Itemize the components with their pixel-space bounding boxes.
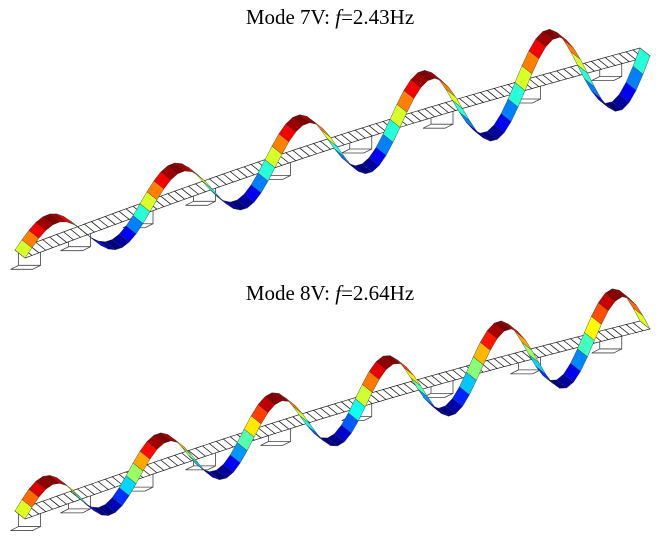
mode-shape-segment xyxy=(507,323,526,340)
mode-shape-segment xyxy=(438,78,456,98)
mode-8v-title: Mode 8V: f=2.64Hz xyxy=(0,281,660,306)
mode-shape-segment xyxy=(556,32,574,49)
mode-shape-segment xyxy=(313,121,331,138)
undeformed-deck xyxy=(14,47,651,259)
frequency-value: =2.43Hz xyxy=(341,5,415,29)
mode-7v-title: Mode 7V: f=2.43Hz xyxy=(0,5,660,30)
frequency-symbol: f xyxy=(335,281,342,305)
mode-shape-segment xyxy=(514,331,533,351)
frequency-value: =2.64Hz xyxy=(341,281,415,305)
mode-shape-ribbon xyxy=(14,288,651,520)
frequency-symbol: f xyxy=(335,5,342,29)
mode-shape-segment xyxy=(584,78,602,100)
mode-shape-segment xyxy=(285,398,303,415)
mode-label: Mode 8V: xyxy=(245,281,330,305)
mode-shape-segment xyxy=(459,112,477,131)
mode-shape-segment xyxy=(632,47,651,75)
undeformed-deck xyxy=(14,320,651,520)
mode-shape-segment xyxy=(563,39,581,60)
mode-shape-segment xyxy=(632,307,651,330)
mode-7v-shape-plot xyxy=(10,28,651,270)
mode-shape-ribbon xyxy=(14,28,651,259)
mode-shape-segment xyxy=(625,296,644,317)
mode-8v-shape-plot xyxy=(10,288,651,531)
mode-label: Mode 7V: xyxy=(245,5,330,29)
mode-shape-segment xyxy=(396,359,415,376)
